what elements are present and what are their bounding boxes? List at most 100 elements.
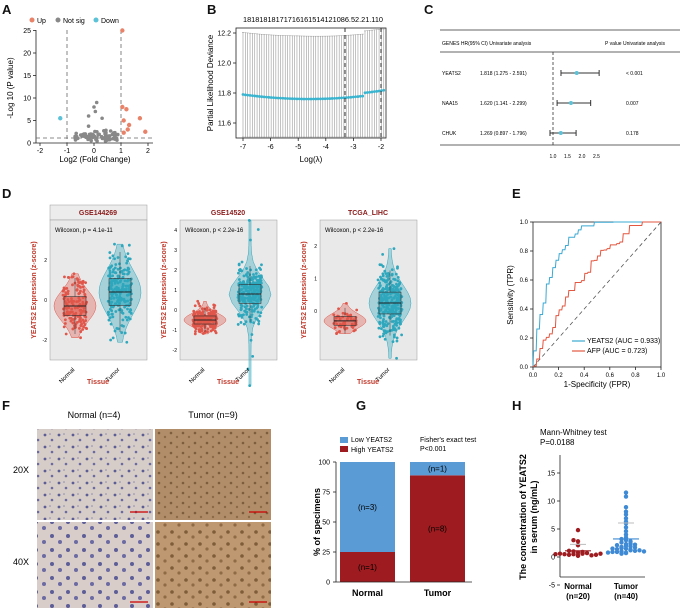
sample-point-tumor	[379, 335, 382, 338]
volcano-point-up	[124, 107, 128, 111]
x-tick-label: -1	[64, 148, 70, 155]
sample-point-tumor	[249, 239, 252, 242]
y-axis-label: % of specimens	[312, 488, 322, 556]
y-tick-label: 1.0	[520, 220, 529, 226]
sample-point-normal	[83, 293, 86, 296]
volcano-point-notsig	[104, 139, 108, 143]
sample-point-tumor	[127, 316, 130, 319]
sample-point-normal	[62, 289, 65, 292]
sample-point-normal	[206, 306, 209, 309]
sample-point-normal	[63, 326, 66, 329]
sample-point-tumor	[124, 316, 127, 319]
sample-point-tumor	[245, 320, 248, 323]
serum-dot-tumor	[624, 542, 628, 546]
sample-point-tumor	[379, 321, 382, 324]
hr-point	[559, 131, 563, 135]
x-tick-label: 2	[146, 148, 150, 155]
header-genes: GENES HR(95% CI) Univariate analysis	[442, 41, 532, 47]
sample-point-tumor	[393, 247, 396, 250]
volcano-point-notsig	[100, 135, 104, 139]
sample-point-normal	[332, 313, 335, 316]
volcano-point-up	[138, 116, 142, 120]
sample-point-tumor	[110, 313, 113, 316]
volcano-point-notsig	[104, 131, 108, 135]
serum-dot-tumor	[624, 551, 628, 555]
column-label-normal: Normal (n=4)	[68, 410, 121, 420]
y-tick-label: 75	[322, 490, 330, 497]
sample-point-tumor	[121, 318, 124, 321]
sample-point-tumor	[111, 274, 114, 277]
sample-point-tumor	[117, 268, 120, 271]
x-axis-label: 1-Specificity (FPR)	[564, 380, 631, 389]
sample-point-normal	[194, 332, 197, 335]
panel-label-c: C	[424, 2, 434, 17]
sample-point-tumor	[395, 357, 398, 360]
panel-a-volcano: Up Not sig Down -2 -1 0 1 20510152025 -Log 1…	[6, 18, 153, 165]
sample-point-tumor	[108, 251, 111, 254]
sample-point-normal	[79, 286, 82, 289]
sample-point-normal	[65, 333, 68, 336]
panel-g-stacked-bar: Low YEATS2 High YEATS2 Fisher's exact te…	[312, 437, 476, 598]
y-tick-label: 100	[318, 460, 330, 467]
sample-point-tumor	[113, 257, 116, 260]
sample-point-normal	[194, 330, 197, 333]
sample-point-normal	[81, 318, 84, 321]
sample-point-tumor	[251, 308, 254, 311]
row-label-20x: 20X	[13, 465, 29, 475]
sample-point-tumor	[125, 262, 128, 265]
ihc-normal-20x	[37, 429, 153, 520]
sample-point-normal	[63, 275, 66, 278]
sample-point-tumor	[113, 243, 116, 246]
x-tick-label: Normal	[188, 367, 206, 385]
bar-label-low: (n=3)	[358, 503, 377, 512]
column-label-tumor: Tumor (n=9)	[188, 410, 237, 420]
y-axis-label: YEATS2 Expression (z-score)	[31, 241, 38, 339]
sample-point-tumor	[385, 324, 388, 327]
y-axis-label-line-1: The concentration of YEATS2	[518, 454, 528, 580]
sample-point-tumor	[252, 281, 255, 284]
x-tick-label: Tumor	[614, 582, 638, 591]
y-tick-label: 0.2	[520, 336, 529, 342]
sample-point-tumor	[126, 273, 129, 276]
sample-point-tumor	[238, 263, 241, 266]
sample-point-normal	[199, 330, 202, 333]
sample-point-normal	[80, 323, 83, 326]
sample-point-tumor	[380, 278, 383, 281]
sample-point-tumor	[399, 320, 402, 323]
sample-point-tumor	[396, 289, 399, 292]
sample-point-tumor	[109, 275, 112, 278]
gene-yeats2: YEATS2	[442, 71, 461, 77]
sample-point-tumor	[251, 355, 254, 358]
stat-text: Wilcoxon, p < 2.2e-16	[325, 228, 384, 234]
serum-dot-normal	[585, 551, 589, 555]
error-bars	[242, 29, 385, 137]
header-p: P value Univariate analysis	[605, 41, 665, 47]
x-tick-label: 0	[92, 148, 96, 155]
p-naa15: 0.007	[626, 101, 639, 107]
hr-point	[575, 71, 579, 75]
deviance-point	[242, 93, 245, 96]
y-tick-label: 2	[44, 258, 47, 264]
sample-point-normal	[200, 312, 203, 315]
sample-point-tumor	[249, 321, 252, 324]
sample-point-normal	[67, 290, 70, 293]
sample-point-tumor	[241, 304, 244, 307]
volcano-point-up	[120, 105, 124, 109]
sample-point-tumor	[254, 317, 257, 320]
sample-point-normal	[67, 292, 70, 295]
bar-label-high: (n=1)	[358, 563, 377, 572]
serum-dot-tumor	[624, 525, 628, 529]
serum-dot-normal	[576, 554, 580, 558]
sample-point-tumor	[257, 311, 260, 314]
sample-point-tumor	[257, 320, 260, 323]
sample-point-normal	[64, 318, 67, 321]
y-tick-label: 0	[44, 298, 47, 304]
sample-point-tumor	[396, 267, 399, 270]
sample-point-tumor	[245, 313, 248, 316]
panel-e-roc: 0.00.00.20.20.40.40.60.60.80.81.01.0 YEA…	[506, 220, 666, 389]
p-yeats2: < 0.001	[626, 71, 643, 77]
sample-point-tumor	[253, 275, 256, 278]
sample-point-normal	[198, 325, 201, 328]
y-tick-label: 0	[551, 555, 555, 562]
volcano-point-up	[126, 127, 130, 131]
